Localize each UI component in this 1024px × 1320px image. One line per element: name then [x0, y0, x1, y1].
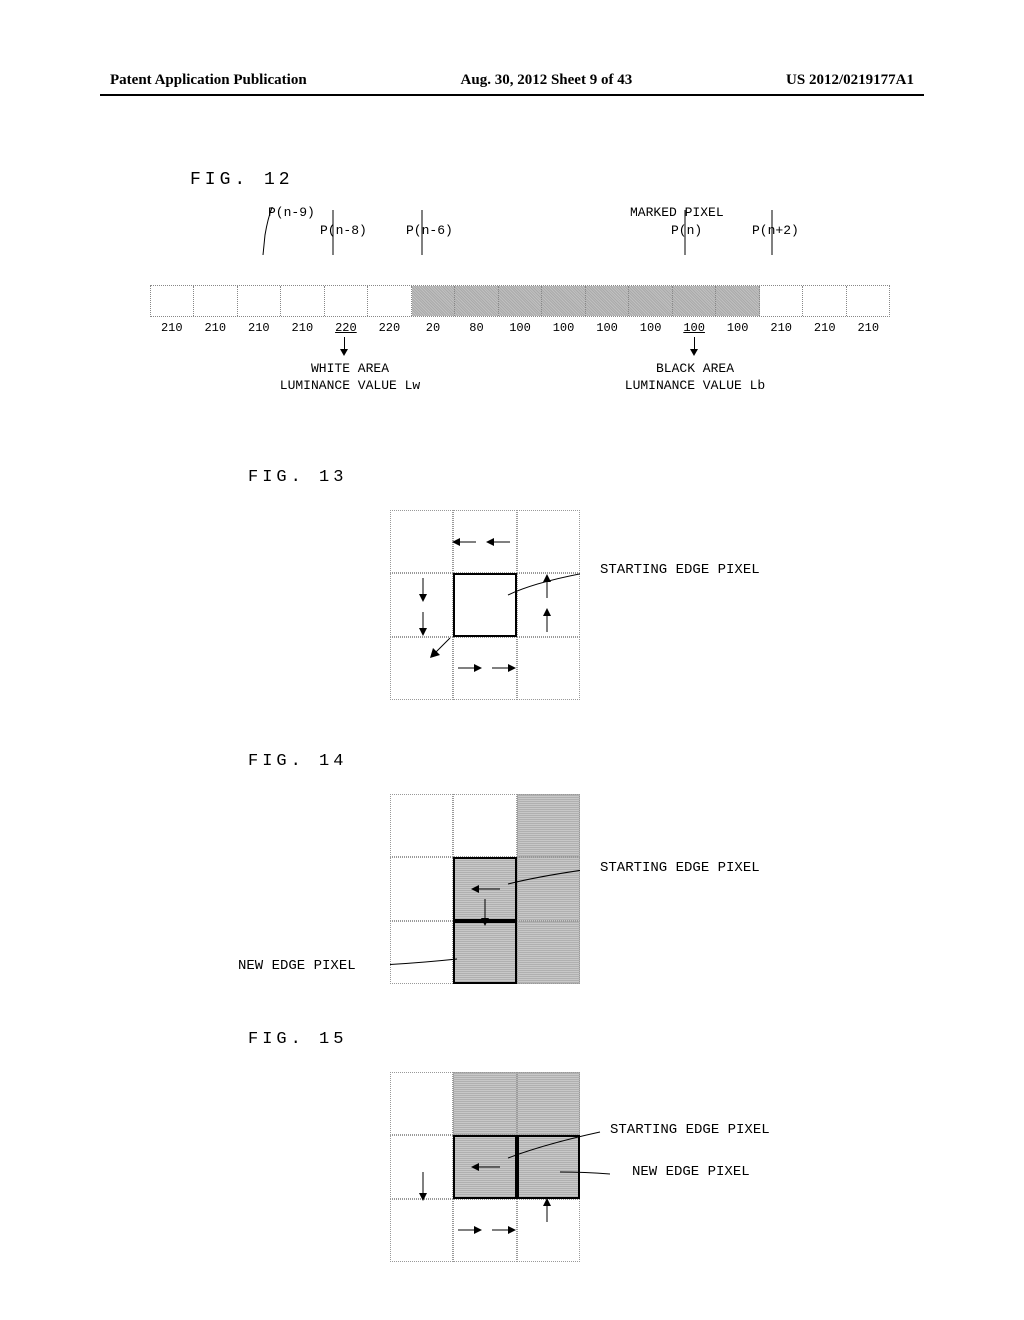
pixel-value: 220	[324, 321, 368, 335]
fig15-title: FIG. 15	[248, 1030, 347, 1049]
fig14-grid	[390, 794, 580, 984]
pixel-value: 100	[542, 321, 586, 335]
pixel-cell	[499, 286, 542, 316]
pixel-value: 210	[847, 321, 891, 335]
pixel-value: 210	[281, 321, 325, 335]
pixel-cell	[586, 286, 629, 316]
fig12-lead-lines	[150, 207, 890, 255]
fig14-arrows	[390, 794, 580, 984]
pixel-value: 100	[585, 321, 629, 335]
fig12-top-labels: P(n-9) P(n-8) P(n-6) MARKED PIXEL P(n) P…	[150, 235, 890, 285]
fig15-label-new: NEW EDGE PIXEL	[632, 1164, 750, 1180]
header-mid: Aug. 30, 2012 Sheet 9 of 43	[461, 72, 633, 89]
pixel-value: 220	[368, 321, 412, 335]
fig13-title: FIG. 13	[248, 468, 347, 487]
pixel-value: 210	[194, 321, 238, 335]
pixel-value: 210	[150, 321, 194, 335]
fig12-diagram: P(n-9) P(n-8) P(n-6) MARKED PIXEL P(n) P…	[150, 235, 890, 415]
fig15-label-start: STARTING EDGE PIXEL	[610, 1122, 770, 1138]
pixel-cell	[760, 286, 803, 316]
pixel-cell	[803, 286, 846, 316]
pixel-value: 80	[455, 321, 499, 335]
pixel-cell	[673, 286, 716, 316]
white-area-line1: WHITE AREA	[260, 361, 440, 378]
header-rule	[100, 94, 924, 96]
fig12-pixel-row	[150, 285, 890, 317]
pixel-cell	[629, 286, 672, 316]
fig15-grid	[390, 1072, 580, 1262]
pixel-cell	[368, 286, 411, 316]
fig14-title: FIG. 14	[248, 752, 347, 771]
pixel-cell	[716, 286, 759, 316]
fig13-grid	[390, 510, 580, 700]
page-header: Patent Application Publication Aug. 30, …	[0, 72, 1024, 89]
fig14-label-start: STARTING EDGE PIXEL	[600, 860, 760, 876]
pixel-value: 210	[237, 321, 281, 335]
pixel-value: 210	[803, 321, 847, 335]
pixel-value: 100	[672, 321, 716, 335]
white-area-label: WHITE AREA LUMINANCE VALUE Lw	[260, 361, 440, 395]
pixel-cell	[455, 286, 498, 316]
black-area-line2: LUMINANCE VALUE Lb	[605, 378, 785, 395]
pixel-cell	[238, 286, 281, 316]
white-area-line2: LUMINANCE VALUE Lw	[260, 378, 440, 395]
fig13-label: STARTING EDGE PIXEL	[600, 562, 760, 578]
fig13-arrows	[390, 510, 580, 700]
fig12-values-row: 2102102102102202202080100100100100100100…	[150, 321, 890, 335]
black-area-line1: BLACK AREA	[605, 361, 785, 378]
pixel-cell	[325, 286, 368, 316]
black-area-label: BLACK AREA LUMINANCE VALUE Lb	[605, 361, 785, 395]
pixel-cell	[194, 286, 237, 316]
arrow-down-icon	[690, 337, 698, 356]
pixel-cell	[151, 286, 194, 316]
header-right: US 2012/0219177A1	[786, 72, 914, 89]
pixel-cell	[281, 286, 324, 316]
fig15-arrows	[390, 1072, 610, 1262]
pixel-value: 100	[498, 321, 542, 335]
fig12-title: FIG. 12	[190, 170, 294, 190]
header-left: Patent Application Publication	[110, 72, 307, 89]
pixel-value: 100	[629, 321, 673, 335]
fig12-bottom-annot: WHITE AREA LUMINANCE VALUE Lw BLACK AREA…	[150, 335, 890, 415]
pixel-value: 100	[716, 321, 760, 335]
pixel-cell	[542, 286, 585, 316]
fig14-label-new: NEW EDGE PIXEL	[238, 958, 356, 974]
arrow-down-icon	[340, 337, 348, 356]
pixel-cell	[412, 286, 455, 316]
pixel-value: 210	[759, 321, 803, 335]
pixel-cell	[847, 286, 889, 316]
pixel-value: 20	[411, 321, 455, 335]
